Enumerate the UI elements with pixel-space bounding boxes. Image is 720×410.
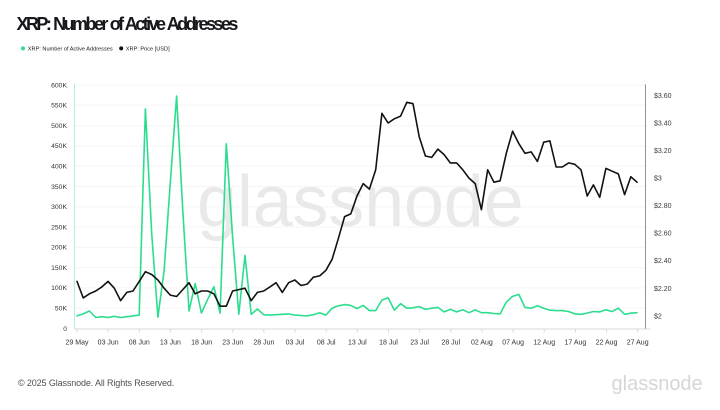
svg-text:glassnode: glassnode (197, 162, 523, 242)
svg-text:300K: 300K (51, 204, 67, 211)
svg-text:12 Aug: 12 Aug (533, 340, 555, 347)
svg-text:XRP: Number of Active Addresse: XRP: Number of Active Addresses (28, 47, 113, 53)
svg-text:$2: $2 (654, 313, 662, 320)
svg-text:03 Jun: 03 Jun (98, 340, 119, 347)
svg-text:200K: 200K (51, 245, 67, 252)
svg-text:$2.60: $2.60 (654, 231, 672, 238)
svg-text:28 Jun: 28 Jun (253, 340, 274, 347)
svg-text:03 Jul: 03 Jul (286, 340, 305, 347)
svg-text:450K: 450K (51, 143, 67, 150)
svg-text:50K: 50K (55, 306, 68, 313)
svg-text:28 Jul: 28 Jul (441, 340, 460, 347)
svg-text:XRP: Number of Active Addresse: XRP: Number of Active Addresses (17, 14, 239, 34)
svg-text:08 Jun: 08 Jun (129, 340, 150, 347)
svg-text:XRP: Price [USD]: XRP: Price [USD] (126, 47, 170, 53)
svg-text:13 Jul: 13 Jul (348, 340, 367, 347)
svg-text:350K: 350K (51, 184, 67, 191)
svg-text:18 Jul: 18 Jul (379, 340, 398, 347)
svg-text:27 Aug: 27 Aug (627, 340, 649, 347)
svg-text:0: 0 (63, 326, 67, 333)
svg-text:© 2025 Glassnode. All Rights R: © 2025 Glassnode. All Rights Reserved. (18, 378, 174, 388)
svg-text:29 May: 29 May (66, 340, 89, 347)
svg-text:07 Aug: 07 Aug (502, 340, 524, 347)
svg-text:600K: 600K (51, 82, 67, 89)
svg-text:$3.60: $3.60 (654, 93, 672, 100)
svg-text:18 Jun: 18 Jun (191, 340, 212, 347)
svg-text:$3.40: $3.40 (654, 121, 672, 128)
svg-text:$3.20: $3.20 (654, 148, 672, 155)
svg-text:17 Aug: 17 Aug (564, 340, 586, 347)
svg-text:23 Jul: 23 Jul (410, 340, 429, 347)
svg-text:$2.80: $2.80 (654, 203, 672, 210)
svg-text:$2.20: $2.20 (654, 286, 672, 293)
svg-text:$3: $3 (654, 176, 662, 183)
svg-text:02 Aug: 02 Aug (471, 340, 493, 347)
svg-text:400K: 400K (51, 164, 67, 171)
svg-text:$2.40: $2.40 (654, 258, 672, 265)
svg-text:22 Aug: 22 Aug (596, 340, 618, 347)
svg-text:550K: 550K (51, 103, 67, 110)
svg-text:100K: 100K (51, 285, 67, 292)
svg-text:23 Jun: 23 Jun (222, 340, 243, 347)
svg-text:150K: 150K (51, 265, 67, 272)
svg-text:glassnode: glassnode (612, 373, 703, 395)
svg-text:500K: 500K (51, 123, 67, 130)
svg-text:08 Jul: 08 Jul (317, 340, 336, 347)
svg-text:250K: 250K (51, 224, 67, 231)
svg-text:13 Jun: 13 Jun (160, 340, 181, 347)
